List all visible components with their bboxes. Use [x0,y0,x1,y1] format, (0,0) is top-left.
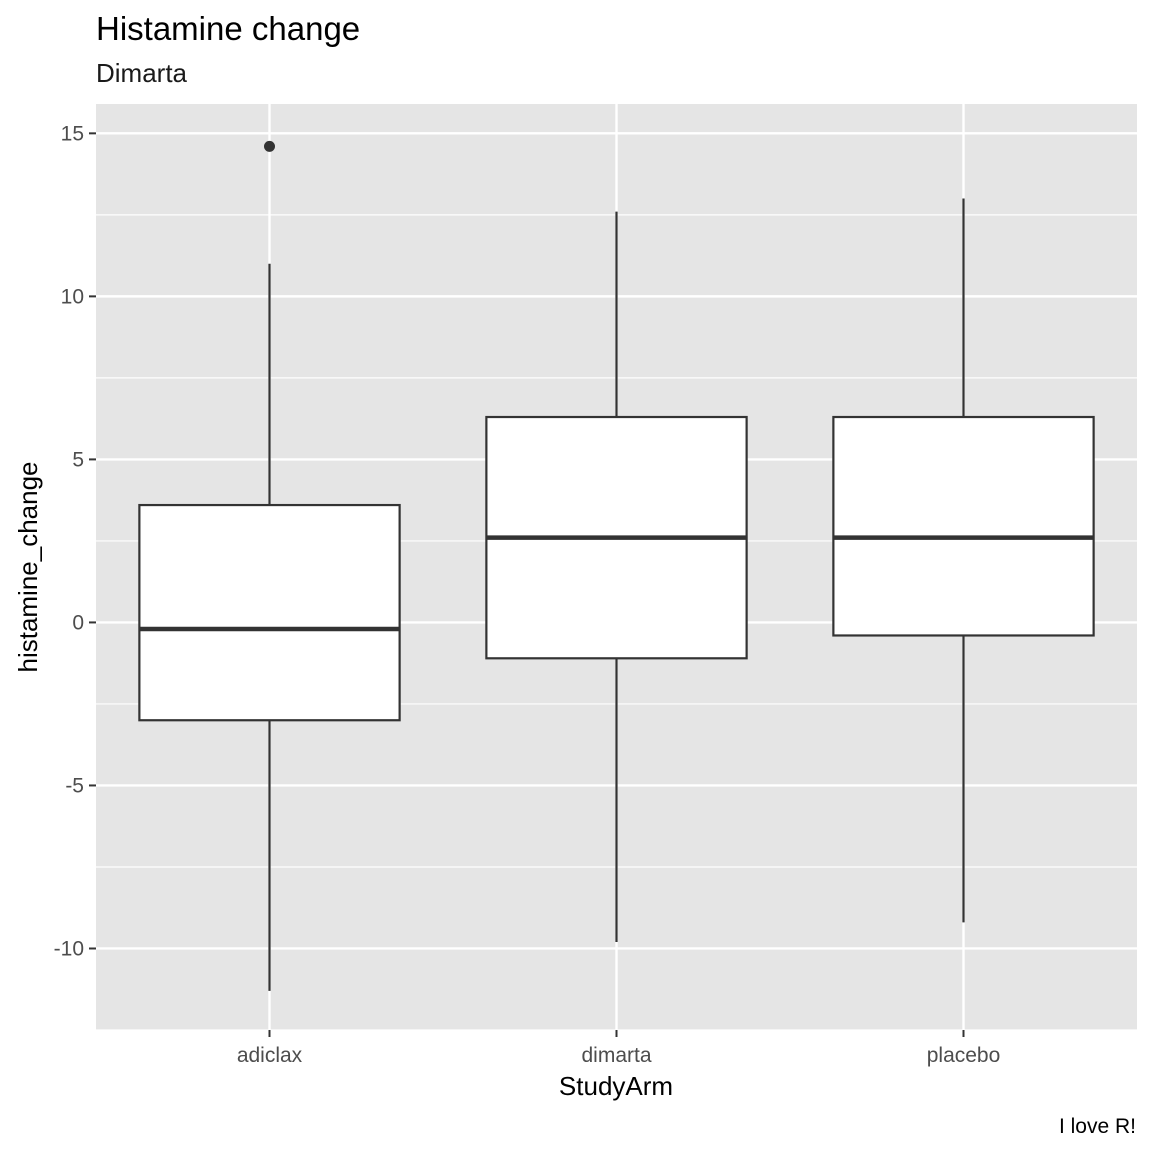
y-tick-label: 0 [72,611,84,634]
plot-area: 15 10 5 0 -5 -10 adiclax dimarta placebo [54,104,1137,1067]
chart-caption: I love R! [1059,1115,1136,1138]
y-tick-label: 15 [61,122,84,145]
box-adiclax [138,503,401,722]
chart-subtitle: Dimarta [96,58,188,88]
x-axis-title: StudyArm [559,1071,673,1101]
y-tick-label: 10 [61,285,84,308]
box-placebo [832,415,1095,637]
y-tick-label: -10 [54,937,84,960]
x-tick-label: adiclax [237,1044,303,1067]
outlier-point [264,140,275,152]
x-tick-label: placebo [927,1044,1001,1067]
y-axis-title: histamine_change [13,461,43,672]
chart-title: Histamine change [96,10,360,47]
y-tick-label: 5 [72,448,84,471]
x-tick-label: dimarta [581,1044,651,1067]
y-tick-label: -5 [65,774,84,797]
